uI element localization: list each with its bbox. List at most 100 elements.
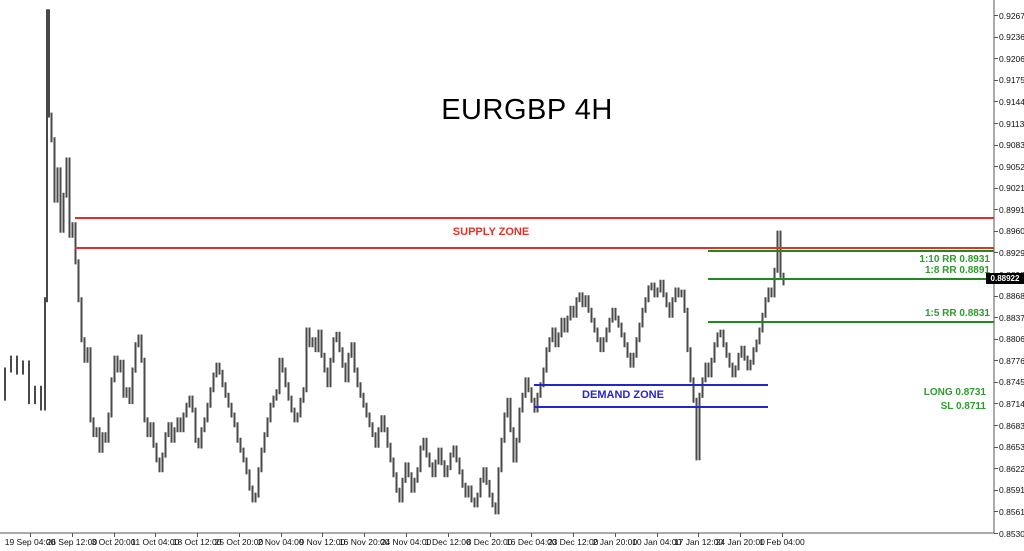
price-tick-mark	[994, 144, 998, 146]
time-tick-label: 23 Dec 12:00	[547, 537, 599, 547]
time-tick-label: 9 Nov 12:00	[299, 537, 346, 547]
time-tick-mark	[531, 533, 533, 537]
time-tick-mark	[155, 533, 157, 537]
rr-level-label-2: 1:8 RR 0.8891	[924, 265, 990, 277]
long-entry-label: LONG 0.8731	[923, 386, 986, 398]
price-tick-label: 0.88065	[999, 334, 1024, 345]
time-tick-mark	[489, 533, 491, 537]
price-tick-mark	[994, 425, 998, 427]
time-tick-mark	[71, 533, 73, 537]
price-tick-mark	[994, 511, 998, 513]
price-tick-mark	[994, 360, 998, 362]
price-tick-label: 0.88375	[999, 312, 1024, 323]
time-tick-mark	[238, 533, 240, 537]
time-tick-mark	[406, 533, 408, 537]
supply-zone-top-line[interactable]	[75, 217, 994, 220]
rr-level-line-2[interactable]	[708, 278, 994, 281]
time-tick-label: 2 Nov 04:00	[257, 537, 304, 547]
price-tick-mark	[994, 403, 998, 405]
time-tick-label: 25 Oct 20:00	[214, 537, 264, 547]
price-tick-label: 0.89295	[999, 247, 1024, 258]
price-tick-mark	[994, 230, 998, 232]
demand-zone-bottom-line[interactable]	[534, 405, 768, 408]
time-tick-mark	[740, 533, 742, 537]
price-tick-mark	[994, 166, 998, 167]
time-tick-label: 1 Feb 04:00	[759, 537, 805, 547]
time-tick-label: 2 Jan 20:00	[592, 537, 638, 547]
time-tick-label: 19 Sep 04:00	[4, 537, 56, 547]
price-tick-mark	[994, 123, 998, 125]
price-tick-mark	[994, 101, 998, 103]
time-tick-mark	[698, 533, 700, 537]
time-tick-label: 24 Nov 04:00	[380, 537, 432, 547]
supply-zone-bottom-line[interactable]	[75, 246, 994, 249]
price-tick-label: 0.86835	[999, 420, 1024, 431]
price-tick-label: 0.91445	[999, 96, 1024, 107]
time-tick-mark	[447, 533, 449, 537]
price-tick-mark	[994, 58, 998, 60]
time-tick-label: 16 Dec 04:00	[506, 537, 557, 547]
price-tick-label: 0.85300	[999, 528, 1024, 539]
time-tick-mark	[656, 533, 658, 537]
price-tick-mark	[994, 338, 998, 340]
stop-loss-label: SL 0.8711	[940, 400, 986, 412]
time-tick-label: 10 Jan 04:00	[632, 537, 682, 547]
rr-level-line-1[interactable]	[708, 250, 994, 253]
time-tick-mark	[614, 533, 616, 537]
demand-zone-top-line[interactable]	[534, 383, 768, 386]
time-tick-mark	[322, 533, 324, 537]
chart-title: EURGBP 4H	[441, 94, 613, 126]
time-tick-mark	[280, 533, 282, 537]
price-tick-mark	[994, 533, 998, 534]
time-tick-mark	[782, 533, 784, 537]
time-tick-mark	[573, 533, 575, 537]
price-tick-label: 0.90215	[999, 183, 1024, 194]
price-tick-label: 0.91135	[999, 118, 1024, 129]
rr-level-line-3[interactable]	[708, 320, 994, 323]
price-tick-label: 0.87145	[999, 398, 1024, 409]
time-tick-label: 26 Sep 12:00	[46, 537, 98, 547]
supply-zone-label: SUPPLY ZONE	[452, 226, 530, 239]
price-tick-mark	[994, 446, 998, 448]
time-tick-mark	[30, 533, 31, 537]
price-tick-mark	[994, 209, 998, 211]
time-tick-label: 24 Jan 20:00	[715, 537, 765, 547]
axis-frame	[0, 0, 995, 534]
time-tick-label: 18 Oct 12:00	[172, 537, 222, 547]
price-tick-label: 0.86225	[999, 463, 1024, 474]
time-tick-label: 16 Nov 20:00	[338, 537, 390, 547]
time-tick-label: 3 Oct 20:00	[91, 537, 136, 547]
price-tick-label: 0.92675	[999, 10, 1024, 21]
time-tick-label: 17 Jan 12:00	[673, 537, 724, 547]
price-tick-label: 0.90525	[999, 161, 1024, 172]
time-tick-mark	[364, 533, 366, 537]
time-tick-mark	[113, 533, 115, 537]
price-tick-mark	[994, 79, 998, 81]
price-tick-mark	[994, 317, 998, 319]
price-tick-label: 0.92365	[999, 32, 1024, 43]
price-tick-mark	[994, 489, 998, 491]
price-tick-mark	[994, 468, 998, 470]
price-tick-mark	[994, 187, 998, 189]
time-tick-label: 1 Dec 12:00	[424, 537, 471, 547]
price-tick-label: 0.85915	[999, 485, 1024, 496]
time-tick-label: 11 Oct 04:00	[131, 537, 180, 547]
current-price-tag[interactable]: 0.88922	[986, 273, 1024, 285]
time-tick-mark	[197, 533, 199, 537]
price-tick-mark	[994, 36, 998, 38]
time-tick-label: 8 Dec 20:00	[466, 537, 513, 547]
price-tick-mark	[994, 15, 998, 16]
rr-level-label-3: 1:5 RR 0.8831	[924, 307, 990, 319]
